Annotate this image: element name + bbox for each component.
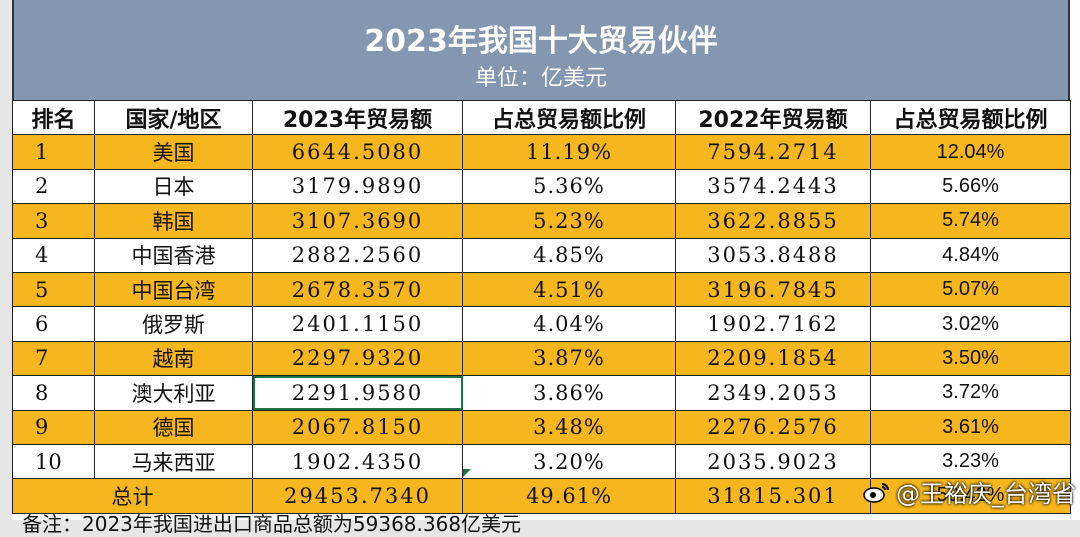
- trade-2022-cell[interactable]: 3622.8855: [675, 203, 871, 239]
- table-row: 2 日本 3179.9890 5.36% 3574.2443 5.66%: [12, 168, 1071, 205]
- country-cell[interactable]: 韩国: [94, 203, 253, 239]
- footnote: 备注：2023年我国进出口商品总额为59368.368亿美元: [22, 512, 522, 536]
- trade-2022-cell[interactable]: 3053.8488: [675, 237, 871, 273]
- total-label-cell[interactable]: 总计: [12, 478, 253, 514]
- table-row: 10 马来西亚 1902.4350 3.20% 2035.9023 3.23%: [12, 443, 1071, 480]
- share-2023-cell[interactable]: 4.51%: [462, 271, 676, 308]
- trade-2023-cell[interactable]: 6644.5080: [252, 134, 463, 170]
- trade-2023-cell[interactable]: 2297.9320: [252, 340, 463, 377]
- country-cell[interactable]: 德国: [94, 409, 253, 445]
- share-2022-cell[interactable]: 5.07%: [870, 271, 1071, 308]
- trade-2023-cell[interactable]: 2401.1150: [252, 306, 463, 342]
- share-2023-cell[interactable]: 4.85%: [462, 237, 676, 273]
- country-cell[interactable]: 中国台湾: [94, 271, 253, 308]
- rank-cell[interactable]: 4: [12, 237, 95, 273]
- weibo-watermark: @王裕庆_台湾省: [862, 474, 1076, 509]
- share-2023-cell[interactable]: 3.20%: [462, 443, 676, 480]
- total-share-2023-cell[interactable]: 49.61%: [462, 478, 676, 514]
- trade-2022-cell[interactable]: 2349.2053: [675, 375, 871, 411]
- share-2023-cell[interactable]: 5.23%: [462, 203, 676, 239]
- table-row: 5 中国台湾 2678.3570 4.51% 3196.7845 5.07%: [12, 271, 1071, 308]
- header-share-2023[interactable]: 占总贸易额比例: [462, 99, 676, 136]
- trade-2023-cell-selected[interactable]: 2291.9580: [252, 375, 463, 411]
- trade-partners-table: 排名 国家/地区 2023年贸易额 占总贸易额比例 2022年贸易额 占总贸易额…: [12, 99, 1071, 514]
- trade-2023-cell[interactable]: 3179.9890: [252, 168, 463, 205]
- share-2022-cell[interactable]: 4.84%: [870, 237, 1071, 273]
- rank-cell[interactable]: 10: [12, 443, 95, 480]
- trade-2023-cell[interactable]: 3107.3690: [252, 203, 463, 239]
- trade-2022-cell[interactable]: 3196.7845: [675, 271, 871, 308]
- country-cell[interactable]: 俄罗斯: [94, 306, 253, 342]
- share-2022-cell[interactable]: 12.04%: [870, 134, 1071, 170]
- weibo-logo-icon: [863, 482, 889, 503]
- rank-cell[interactable]: 1: [12, 134, 95, 170]
- country-cell[interactable]: 越南: [94, 340, 253, 377]
- share-2023-cell[interactable]: 5.36%: [462, 168, 676, 205]
- rank-cell[interactable]: 6: [12, 306, 95, 342]
- share-2022-cell[interactable]: 3.72%: [870, 375, 1071, 411]
- rank-cell[interactable]: 8: [12, 375, 95, 411]
- share-2023-cell[interactable]: 11.19%: [462, 134, 676, 170]
- header-trade-2022[interactable]: 2022年贸易额: [675, 99, 871, 136]
- share-2023-cell[interactable]: 4.04%: [462, 306, 676, 342]
- rank-cell[interactable]: 9: [12, 409, 95, 445]
- watermark-text: @王裕庆_台湾省: [896, 480, 1076, 508]
- trade-2022-cell[interactable]: 3574.2443: [675, 168, 871, 205]
- trade-2022-cell[interactable]: 2276.2576: [675, 409, 871, 445]
- table-row: 3 韩国 3107.3690 5.23% 3622.8855 5.74%: [12, 203, 1071, 239]
- rank-cell[interactable]: 7: [12, 340, 95, 377]
- rank-cell[interactable]: 3: [12, 203, 95, 239]
- share-2022-cell[interactable]: 3.23%: [870, 443, 1071, 480]
- rank-cell[interactable]: 5: [12, 271, 95, 308]
- trade-2022-cell[interactable]: 2209.1854: [675, 340, 871, 377]
- trade-2023-cell[interactable]: 2067.8150: [252, 409, 463, 445]
- share-2022-cell[interactable]: 5.74%: [870, 203, 1071, 239]
- spreadsheet: 2023年我国十大贸易伙伴 单位：亿美元 排名 国家/地区 2023年贸易额 占…: [12, 0, 1080, 536]
- trade-2022-cell[interactable]: 2035.9023: [675, 443, 871, 480]
- trade-2023-cell[interactable]: 2882.2560: [252, 237, 463, 273]
- total-share-2022-cell[interactable]: 50.42%: [870, 478, 1071, 514]
- table-subtitle: 单位：亿美元: [474, 66, 607, 91]
- header-row: 排名 国家/地区 2023年贸易额 占总贸易额比例 2022年贸易额 占总贸易额…: [12, 99, 1071, 136]
- table-title: 2023年我国十大贸易伙伴: [364, 24, 718, 59]
- table-row: 1 美国 6644.5080 11.19% 7594.2714 12.04%: [12, 134, 1071, 170]
- country-cell[interactable]: 日本: [94, 168, 253, 205]
- share-2023-cell[interactable]: 3.48%: [462, 409, 676, 445]
- trade-2022-cell[interactable]: 1902.7162: [675, 306, 871, 342]
- share-2022-cell[interactable]: 3.61%: [870, 409, 1071, 445]
- table-row: 4 中国香港 2882.2560 4.85% 3053.8488 4.84%: [12, 237, 1071, 273]
- cell-error-indicator: [463, 469, 471, 477]
- header-share-2022[interactable]: 占总贸易额比例: [870, 99, 1071, 136]
- rank-cell[interactable]: 2: [12, 168, 95, 205]
- title-block: 2023年我国十大贸易伙伴 单位：亿美元: [12, 0, 1070, 100]
- share-2022-cell[interactable]: 5.66%: [870, 168, 1071, 205]
- table-row: 8 澳大利亚 2291.9580 3.86% 2349.2053 3.72%: [12, 375, 1071, 411]
- trade-2022-cell[interactable]: 7594.2714: [675, 134, 871, 170]
- table-row: 6 俄罗斯 2401.1150 4.04% 1902.7162 3.02%: [12, 306, 1071, 342]
- header-trade-2023[interactable]: 2023年贸易额: [252, 99, 463, 136]
- header-rank[interactable]: 排名: [12, 99, 95, 136]
- trade-2023-cell[interactable]: 2678.3570: [252, 271, 463, 308]
- country-cell[interactable]: 马来西亚: [94, 443, 253, 480]
- table-row: 7 越南 2297.9320 3.87% 2209.1854 3.50%: [12, 340, 1071, 377]
- share-2022-cell[interactable]: 3.50%: [870, 340, 1071, 377]
- header-country[interactable]: 国家/地区: [94, 99, 253, 136]
- country-cell[interactable]: 中国香港: [94, 237, 253, 273]
- share-2022-cell[interactable]: 3.02%: [870, 306, 1071, 342]
- trade-2023-cell[interactable]: 1902.4350: [252, 443, 463, 480]
- country-cell[interactable]: 美国: [94, 134, 253, 170]
- share-2023-cell[interactable]: 3.87%: [462, 340, 676, 377]
- share-2023-cell[interactable]: 3.86%: [462, 375, 676, 411]
- total-trade-2022-cell[interactable]: 31815.301: [675, 478, 871, 514]
- total-row: 总计 29453.7340 49.61% 31815.301 50.42%: [12, 478, 1071, 514]
- table-row: 9 德国 2067.8150 3.48% 2276.2576 3.61%: [12, 409, 1071, 445]
- country-cell[interactable]: 澳大利亚: [94, 375, 253, 411]
